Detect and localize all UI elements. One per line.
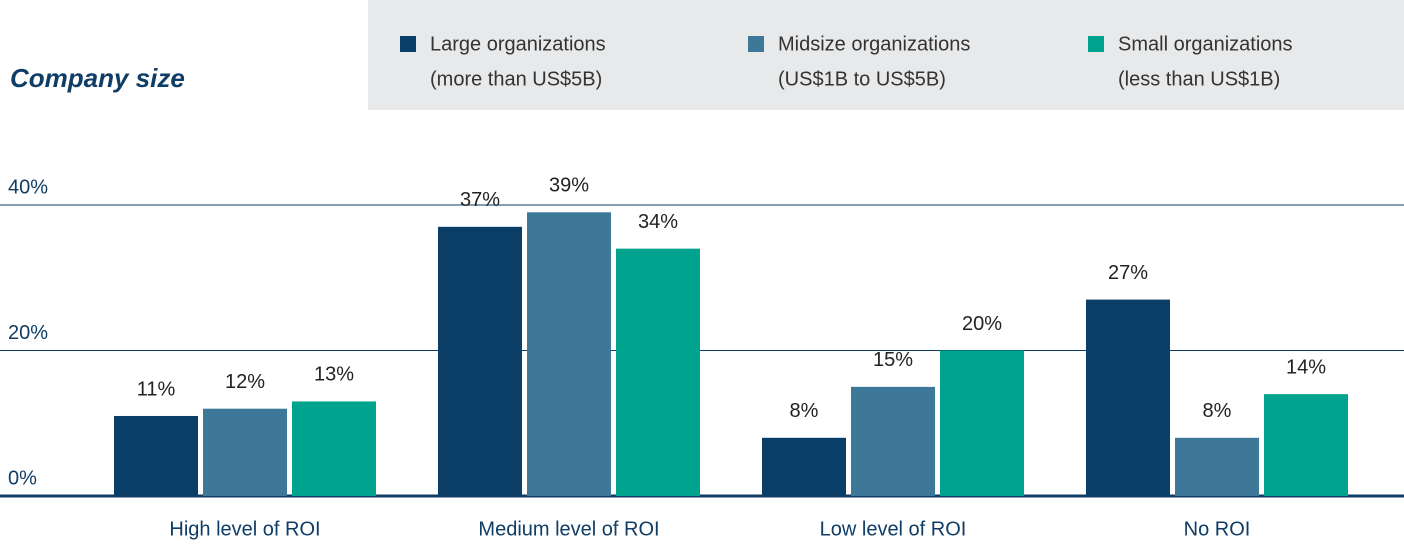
legend-label: Small organizations <box>1118 33 1293 55</box>
value-label: 20% <box>962 313 1002 335</box>
y-tick-label: 20% <box>8 322 48 344</box>
bar <box>1175 437 1259 496</box>
bar <box>114 415 198 496</box>
legend-note: (US$1B to US$5B) <box>778 68 946 90</box>
value-label: 27% <box>1108 262 1148 284</box>
value-label: 8% <box>790 400 819 422</box>
value-label: 39% <box>549 175 589 197</box>
x-tick-label: Medium level of ROI <box>478 518 659 540</box>
bar <box>616 248 700 496</box>
value-label: 15% <box>873 349 913 371</box>
x-tick-label: No ROI <box>1184 518 1251 540</box>
bar <box>203 408 287 496</box>
legend-swatch <box>1088 36 1104 52</box>
bar <box>527 212 611 496</box>
bar <box>292 401 376 496</box>
value-label: 34% <box>638 211 678 233</box>
legend-note: (more than US$5B) <box>430 68 602 90</box>
value-label: 13% <box>314 364 354 386</box>
value-label: 14% <box>1286 356 1326 378</box>
y-tick-label: 0% <box>8 467 37 489</box>
chart-title: Company size <box>10 63 185 93</box>
bar <box>438 226 522 496</box>
x-tick-label: High level of ROI <box>169 518 320 540</box>
legend-swatch <box>400 36 416 52</box>
legend-background <box>368 0 1404 110</box>
y-tick-label: 40% <box>8 176 48 198</box>
bar <box>1264 394 1348 496</box>
bar <box>940 350 1024 496</box>
value-label: 11% <box>137 378 176 400</box>
bar <box>1086 299 1170 496</box>
value-label: 8% <box>1203 400 1232 422</box>
legend-label: Large organizations <box>430 33 606 55</box>
value-label: 37% <box>460 189 500 211</box>
value-label: 12% <box>225 371 265 393</box>
legend-label: Midsize organizations <box>778 33 970 55</box>
legend-note: (less than US$1B) <box>1118 68 1280 90</box>
x-tick-label: Low level of ROI <box>820 518 967 540</box>
bar <box>851 386 935 496</box>
bar <box>762 437 846 496</box>
legend-swatch <box>748 36 764 52</box>
